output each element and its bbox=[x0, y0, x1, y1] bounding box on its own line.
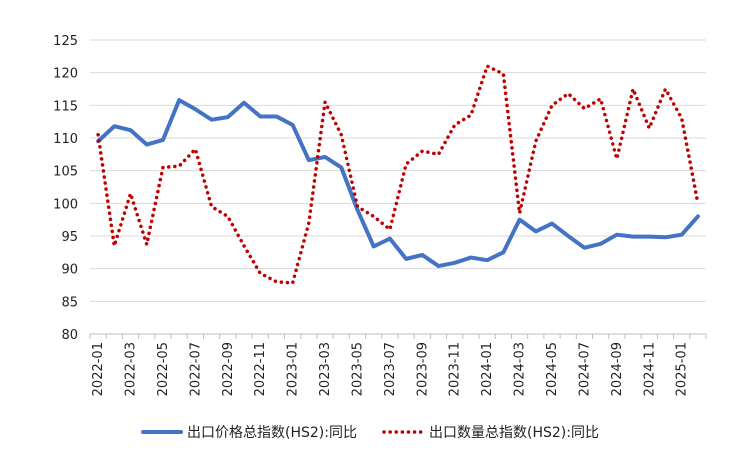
y-tick-label: 90 bbox=[61, 263, 78, 278]
x-tick-label: 2024-01 bbox=[480, 342, 495, 396]
legend: 出口价格总指数(HS2):同比 出口数量总指数(HS2):同比 bbox=[141, 425, 599, 441]
x-tick-label: 2024-11 bbox=[642, 342, 657, 396]
x-tick-label: 2022-05 bbox=[156, 342, 171, 396]
y-tick-label: 95 bbox=[61, 230, 78, 245]
y-tick-label: 115 bbox=[53, 99, 78, 114]
price-index-line bbox=[96, 98, 700, 269]
quantity-index-line bbox=[96, 64, 700, 285]
x-tick-label: 2023-09 bbox=[415, 342, 430, 396]
series-lines bbox=[96, 64, 700, 285]
y-tick-label: 100 bbox=[53, 197, 78, 212]
x-tick-label: 2022-11 bbox=[253, 342, 268, 396]
x-tick-label: 2024-07 bbox=[577, 342, 592, 396]
y-tick-label: 80 bbox=[61, 328, 78, 343]
x-tick-label: 2023-11 bbox=[448, 342, 463, 396]
x-tick-label: 2023-05 bbox=[350, 342, 365, 396]
y-tick-label: 105 bbox=[53, 165, 78, 180]
x-tick-label: 2024-03 bbox=[513, 342, 528, 396]
x-tick-label: 2024-05 bbox=[545, 342, 560, 396]
axes: 80 85 90 95 100 105 110 115 120 125 2022-01 2022-03… bbox=[53, 34, 707, 396]
legend-label-price: 出口价格总指数(HS2):同比 bbox=[187, 425, 357, 441]
x-tick-label: 2023-07 bbox=[383, 342, 398, 396]
legend-label-quantity: 出口数量总指数(HS2):同比 bbox=[429, 425, 599, 441]
y-tick-label: 120 bbox=[53, 67, 78, 82]
y-tick-label: 85 bbox=[61, 295, 78, 310]
x-tick-label: 2022-01 bbox=[91, 342, 106, 396]
x-tick-label: 2023-03 bbox=[318, 342, 333, 396]
x-tick-label: 2022-07 bbox=[188, 342, 203, 396]
x-tick-label: 2025-01 bbox=[675, 342, 690, 396]
x-tick-label: 2023-01 bbox=[286, 342, 301, 396]
y-tick-label: 125 bbox=[53, 34, 78, 49]
x-tick-label: 2022-09 bbox=[221, 342, 236, 396]
gridlines bbox=[90, 39, 706, 302]
y-tick-label: 110 bbox=[53, 132, 78, 147]
x-tick-label: 2022-03 bbox=[124, 342, 139, 396]
x-tick-label: 2024-09 bbox=[610, 342, 625, 396]
